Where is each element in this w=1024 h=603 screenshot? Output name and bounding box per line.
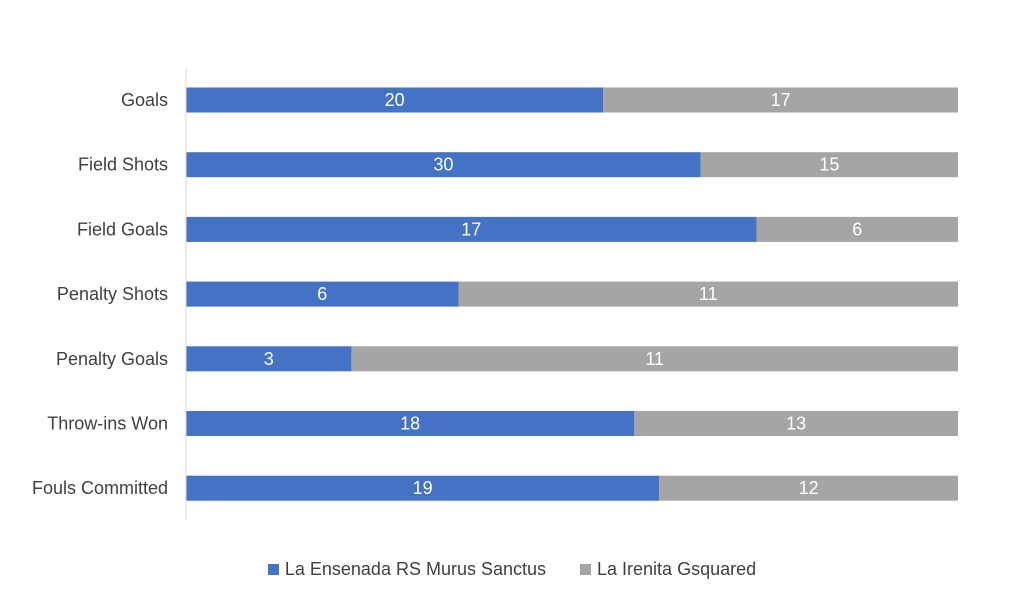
value-label-series-2-throw-ins-won: 13 — [786, 414, 806, 434]
value-label-series-2-fouls-committed: 12 — [799, 478, 819, 498]
category-label-penalty-goals: Penalty Goals — [56, 349, 168, 369]
category-label-goals: Goals — [121, 90, 168, 110]
bar-series-2-fouls-committed[interactable] — [659, 475, 958, 501]
bar-series-1-penalty-goals[interactable] — [186, 346, 352, 372]
legend-item-series-2[interactable]: La Irenita Gsquared — [580, 559, 756, 580]
value-label-series-2-goals: 17 — [771, 90, 791, 110]
value-label-series-1-field-shots: 30 — [433, 155, 453, 175]
bar-series-1-field-goals[interactable] — [186, 216, 757, 242]
bars-layer — [186, 87, 958, 501]
legend-swatch-series-2 — [580, 563, 592, 575]
value-label-series-2-penalty-goals: 11 — [645, 349, 664, 369]
value-label-series-2-penalty-shots: 11 — [699, 284, 718, 304]
category-label-throw-ins-won: Throw-ins Won — [47, 414, 168, 434]
bar-series-1-fouls-committed[interactable] — [186, 475, 660, 501]
value-label-series-1-throw-ins-won: 18 — [400, 414, 420, 434]
value-label-series-1-fouls-committed: 19 — [413, 478, 433, 498]
legend: La Ensenada RS Murus Sanctus La Irenita … — [0, 555, 1024, 583]
value-label-series-1-penalty-shots: 6 — [317, 284, 327, 304]
bar-series-2-penalty-goals[interactable] — [351, 346, 958, 372]
legend-swatch-series-1 — [267, 563, 279, 575]
bar-series-2-throw-ins-won[interactable] — [634, 411, 958, 436]
value-label-series-1-field-goals: 17 — [461, 219, 481, 239]
bar-series-2-penalty-shots[interactable] — [458, 281, 958, 307]
category-label-field-shots: Field Shots — [78, 155, 168, 175]
value-label-series-1-goals: 20 — [385, 90, 405, 110]
bar-series-1-throw-ins-won[interactable] — [186, 411, 635, 436]
value-label-series-2-field-shots: 15 — [819, 155, 839, 175]
legend-label-series-2: La Irenita Gsquared — [597, 558, 757, 579]
bar-series-2-field-goals[interactable] — [756, 216, 958, 242]
bar-series-1-field-shots[interactable] — [186, 152, 701, 178]
value-label-series-1-penalty-goals: 3 — [264, 349, 274, 369]
labels-layer: Goals 20 17 Field Shots 30 15 Field Goals 17 6 Pe… — [32, 90, 862, 498]
category-label-field-goals: Field Goals — [77, 219, 168, 239]
bar-series-2-goals[interactable] — [603, 87, 958, 113]
bar-series-2-field-shots[interactable] — [700, 152, 958, 178]
stacked-bar-chart: Goals 20 17 Field Shots 30 15 Field Goals 17 6 Pe… — [32, 68, 958, 520]
legend-item-series-1[interactable]: La Ensenada RS Murus Sanctus — [267, 558, 547, 580]
category-label-penalty-shots: Penalty Shots — [57, 284, 168, 304]
category-label-fouls-committed: Fouls Committed — [32, 478, 168, 498]
bar-series-1-penalty-shots[interactable] — [186, 281, 459, 307]
bar-series-1-goals[interactable] — [186, 87, 604, 113]
value-label-series-2-field-goals: 6 — [852, 219, 862, 239]
legend-label-series-1: La Ensenada RS Murus Sanctus — [284, 558, 547, 579]
